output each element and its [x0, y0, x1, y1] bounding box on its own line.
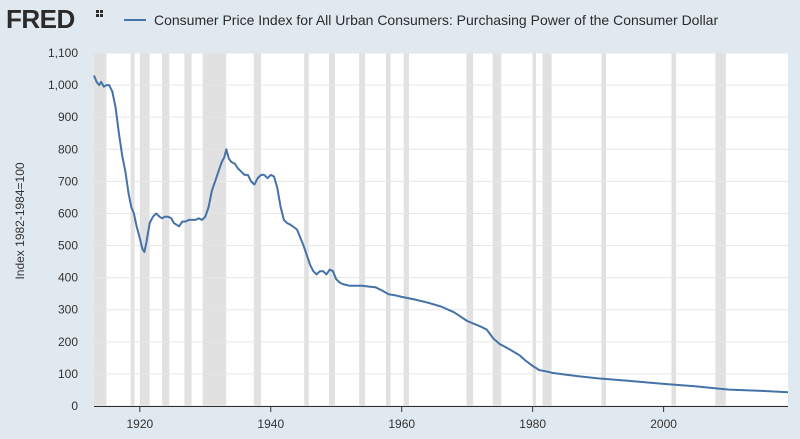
recession-band [202, 53, 227, 406]
legend-series-label: Consumer Price Index for All Urban Consu… [154, 12, 719, 28]
recession-band [130, 53, 135, 406]
y-tick-label: 1,100 [48, 46, 78, 60]
y-tick-label: 1,000 [48, 78, 78, 92]
gridlines [94, 52, 788, 407]
recession-band [532, 53, 536, 406]
legend-swatch [124, 19, 146, 21]
chart-legend[interactable]: Consumer Price Index for All Urban Consu… [124, 12, 718, 28]
x-tick-label: 1980 [519, 417, 546, 431]
recession-band [542, 53, 552, 406]
y-axis-label: Index 1982-1984=100 [13, 162, 27, 279]
recession-band [139, 53, 150, 406]
recession-band [162, 53, 170, 406]
recession-band [359, 53, 366, 406]
recession-band [715, 53, 726, 406]
recession-band [329, 53, 335, 406]
recession-band [184, 53, 192, 406]
y-tick-label: 800 [58, 142, 78, 156]
y-tick-label: 200 [58, 335, 78, 349]
y-tick-label: 300 [58, 303, 78, 317]
chart-header: FRED Consumer Price Index for All Urban … [0, 0, 800, 40]
y-tick-label: 100 [58, 367, 78, 381]
x-tick-label: 2000 [650, 417, 677, 431]
y-tick-label: 900 [58, 110, 78, 124]
recession-band [304, 53, 309, 406]
recession-band [386, 53, 391, 406]
recession-band [492, 53, 502, 406]
chart-plot[interactable]: 0 100 200 300 400 500 600 700 800 900 1,000 1,100 19… [0, 40, 800, 439]
recession-band [466, 53, 474, 406]
y-tick-label: 400 [58, 271, 78, 285]
x-tick-label: 1940 [257, 417, 284, 431]
recession-bands [94, 53, 726, 406]
y-tick-label: 600 [58, 206, 78, 220]
recession-band [253, 53, 261, 406]
plot-area [94, 53, 788, 406]
recession-band [94, 53, 107, 406]
recession-band [403, 53, 409, 406]
series-layer [93, 75, 789, 394]
x-tick-label: 1960 [388, 417, 415, 431]
y-tick-label: 700 [58, 174, 78, 188]
recession-band [601, 53, 606, 406]
series-line[interactable] [93, 75, 789, 394]
axes: 0 100 200 300 400 500 600 700 800 900 1,000 1,100 19… [48, 46, 788, 431]
x-tick-label: 1920 [126, 417, 153, 431]
recession-band [671, 53, 677, 406]
fred-logo[interactable]: FRED [6, 4, 75, 34]
fred-logo-mark-icon [96, 10, 103, 17]
y-tick-label: 0 [71, 399, 78, 413]
y-tick-label: 500 [58, 239, 78, 253]
